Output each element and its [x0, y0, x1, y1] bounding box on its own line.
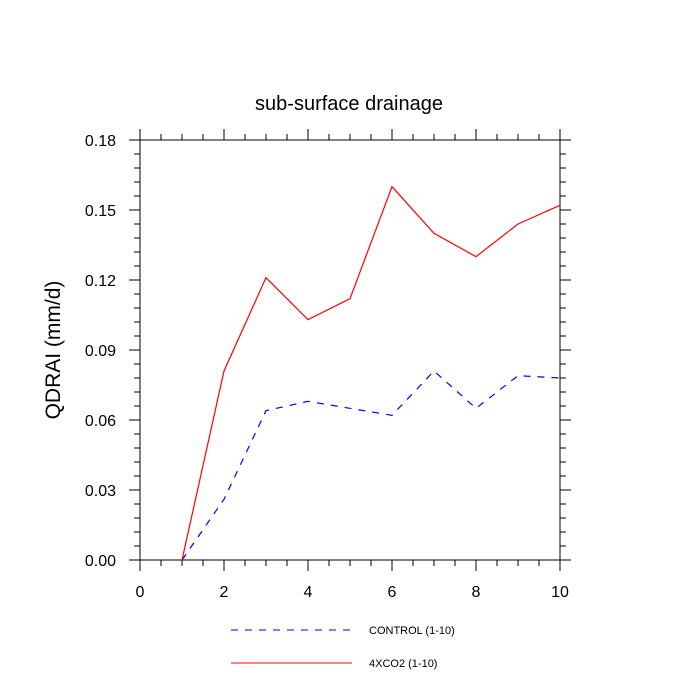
y-axis-label: QDRAI (mm/d): [42, 281, 65, 420]
y-tick-label: 0.18: [85, 133, 116, 150]
x-tick-label: 4: [304, 584, 313, 601]
y-tick-label: 0.15: [85, 203, 116, 220]
y-tick-label: 0.00: [85, 553, 116, 570]
series-line-4xco2: [181, 185, 561, 561]
series-group: [181, 185, 561, 561]
y-tick-label: 0.12: [85, 273, 116, 290]
chart-title: sub-surface drainage: [255, 93, 443, 115]
x-tick-label: 6: [388, 584, 397, 601]
x-tick-label: 10: [551, 584, 569, 601]
plot-frame: [139, 139, 561, 561]
axes: 0 2 4 6 8 10 0.00 0.03 0.06 0.09 0.12 0.15 0.18: [85, 129, 571, 601]
y-tick-label: 0.09: [85, 343, 116, 360]
series-line-control: [181, 370, 561, 561]
y-tick-label: 0.03: [85, 483, 116, 500]
legend: CONTROL (1-10) 4XCO2 (1-10): [231, 625, 455, 670]
legend-label: 4XCO2 (1-10): [369, 658, 437, 670]
x-tick-label: 2: [220, 584, 229, 601]
x-tick-label: 0: [136, 584, 145, 601]
x-tick-label: 8: [472, 584, 481, 601]
legend-label: CONTROL (1-10): [369, 625, 455, 637]
y-tick-label: 0.06: [85, 413, 116, 430]
